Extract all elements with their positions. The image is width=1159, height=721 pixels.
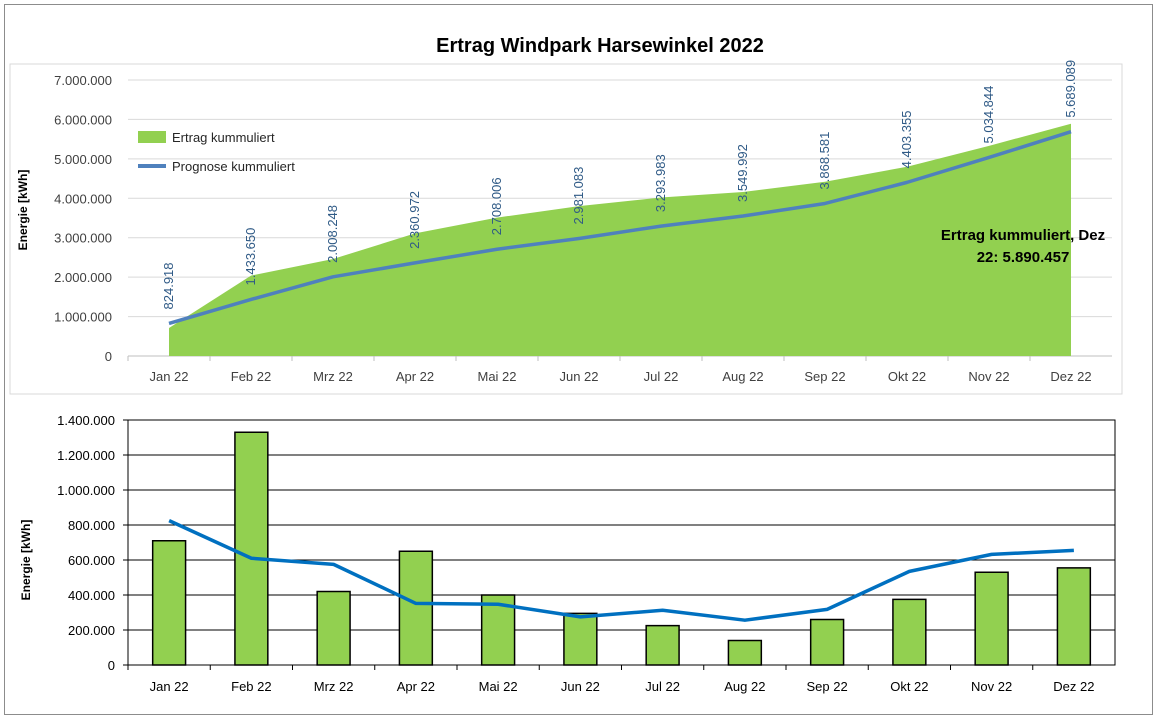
line-monthly-prognose (168, 519, 1074, 622)
bar-monthly-ertrag (234, 431, 269, 666)
data-label-prognose: 3.549.992 (735, 144, 750, 202)
top-x-tick-label: Mai 22 (477, 369, 516, 384)
bar-monthly-ertrag (151, 540, 187, 666)
bar-monthly-ertrag (1056, 567, 1092, 666)
top-annotation: Ertrag kummuliert, Dez 22: 5.890.457 (941, 227, 1105, 266)
top-y-tick-label: 3.000.000 (54, 231, 112, 246)
top-x-tick-label: Dez 22 (1050, 369, 1091, 384)
bottom-x-tick-label: Apr 22 (397, 679, 435, 694)
bar-monthly-ertrag (809, 618, 845, 666)
bottom-y-tick-label: 1.400.000 (57, 413, 115, 428)
bottom-y-tick-label: 800.000 (68, 518, 115, 533)
top-y-tick-label: 6.000.000 (54, 112, 112, 127)
bottom-x-tick-label: Nov 22 (971, 679, 1012, 694)
top-x-tick-label: Apr 22 (396, 369, 434, 384)
bar-monthly-ertrag (398, 550, 434, 666)
bottom-y-tick-label: 600.000 (68, 553, 115, 568)
bottom-y-tick-label: 1.200.000 (57, 448, 115, 463)
top-x-tick-label: Feb 22 (231, 369, 271, 384)
bottom-x-tick-label: Feb 22 (231, 679, 271, 694)
top-data-labels: 824.918 1.433.650 2.008.248 2.360.972 2.708.… (161, 60, 1078, 310)
bottom-x-tick-label: Mai 22 (479, 679, 518, 694)
data-label-prognose: 5.689.089 (1063, 60, 1078, 118)
top-y-tick-label: 0 (105, 349, 112, 364)
legend-label-prognose: Prognose kummuliert (172, 159, 295, 174)
bottom-x-tick-label: Okt 22 (890, 679, 928, 694)
bottom-y-tick-label: 400.000 (68, 588, 115, 603)
top-x-tick-label: Jul 22 (644, 369, 679, 384)
legend-label-ertrag: Ertrag kummuliert (172, 130, 275, 145)
top-y-tick-label: 5.000.000 (54, 152, 112, 167)
data-label-prognose: 2.708.006 (489, 177, 504, 235)
bottom-x-tick-label: Aug 22 (724, 679, 765, 694)
top-x-tick-label: Sep 22 (804, 369, 845, 384)
top-y-tick-label: 4.000.000 (54, 191, 112, 206)
bottom-x-tick-label: Dez 22 (1053, 679, 1094, 694)
annotation-line-2: 22: 5.890.457 (977, 249, 1070, 266)
data-label-prognose: 2.008.248 (325, 205, 340, 263)
bottom-x-tick-label: Mrz 22 (314, 679, 354, 694)
bar-monthly-ertrag (316, 590, 351, 666)
chart-frame (4, 4, 1153, 715)
bottom-x-tick-label: Jun 22 (561, 679, 600, 694)
bottom-line-series (168, 519, 1074, 622)
data-label-prognose: 2.981.083 (571, 167, 586, 225)
bottom-y-tick-label: 0 (108, 658, 115, 673)
top-legend: Ertrag kummuliert Prognose kummuliert (138, 130, 295, 174)
top-y-tick-label: 2.000.000 (54, 270, 112, 285)
top-x-tick-label: Jan 22 (149, 369, 188, 384)
top-y-tick-labels: 0 1.000.000 2.000.000 3.000.000 4.000.000 5.0… (54, 73, 112, 364)
line-prognose-kummuliert (168, 130, 1072, 326)
bottom-y-tick-label: 1.000.000 (57, 483, 115, 498)
data-label-prognose: 2.360.972 (407, 191, 422, 249)
bottom-plot-border (127, 419, 1116, 666)
data-label-prognose: 3.293.983 (653, 154, 668, 212)
bottom-x-tick-labels: Jan 22 Feb 22 Mrz 22 Apr 22 Mai 22 Jun 22 Jul … (127, 665, 1094, 694)
data-label-prognose: 1.433.650 (243, 228, 258, 286)
bar-monthly-ertrag (974, 571, 1009, 666)
bottom-x-tick-label: Jul 22 (645, 679, 680, 694)
bar-monthly-ertrag (563, 612, 598, 666)
top-area-series (169, 123, 1071, 356)
top-x-tick-label: Nov 22 (968, 369, 1009, 384)
bar-monthly-ertrag (645, 624, 680, 666)
bottom-y-tick-labels: 0 200.000 400.000 600.000 800.000 1.000.000 1.… (57, 413, 115, 673)
bottom-x-tick-label: Jan 22 (150, 679, 189, 694)
bottom-x-tick-label: Sep 22 (807, 679, 848, 694)
bottom-gridlines (123, 419, 1115, 666)
data-label-prognose: 824.918 (161, 262, 176, 309)
bar-monthly-ertrag (727, 639, 763, 666)
top-x-tick-label: Jun 22 (559, 369, 598, 384)
top-x-tick-labels: Jan 22 Feb 22 Mrz 22 Apr 22 Mai 22 Jun 22 Jul … (127, 356, 1092, 384)
top-line-series (168, 130, 1072, 326)
top-x-tick-label: Okt 22 (888, 369, 926, 384)
bottom-y-axis-title: Energie [kWh] (19, 520, 33, 601)
top-y-tick-label: 1.000.000 (54, 310, 112, 325)
top-x-tick-label: Mrz 22 (313, 369, 353, 384)
data-label-prognose: 5.034.844 (981, 86, 996, 144)
data-label-prognose: 3.868.581 (817, 132, 832, 190)
area-ertrag-kummuliert (169, 123, 1071, 356)
legend-swatch-ertrag (138, 131, 166, 143)
data-label-prognose: 4.403.355 (899, 111, 914, 169)
bottom-y-tick-label: 200.000 (68, 623, 115, 638)
chart-title: Ertrag Windpark Harsewinkel 2022 (436, 35, 764, 57)
annotation-line-1: Ertrag kummuliert, Dez (941, 227, 1105, 244)
top-y-axis-title: Energie [kWh] (16, 170, 30, 251)
top-x-tick-label: Aug 22 (722, 369, 763, 384)
top-y-tick-label: 7.000.000 (54, 73, 112, 88)
bar-monthly-ertrag (892, 598, 927, 666)
